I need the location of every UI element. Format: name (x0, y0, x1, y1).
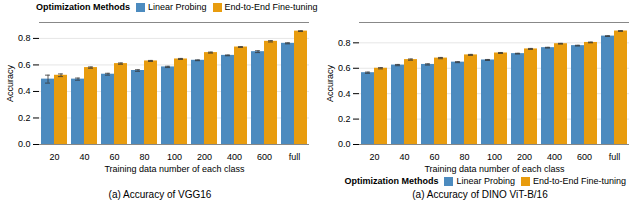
svg-text:60: 60 (109, 152, 119, 162)
svg-text:20: 20 (369, 152, 379, 162)
svg-text:0.8: 0.8 (338, 38, 351, 48)
svg-text:Training data number of each c: Training data number of each class (424, 164, 565, 174)
html-text:(a) Accuracy of DINO ViT-B/16: (a) Accuracy of DINO ViT-B/16 (412, 189, 548, 200)
html-text:(a) Accuracy of VGG16: (a) Accuracy of VGG16 (108, 189, 212, 200)
svg-text:Training data number of each c: Training data number of each class (104, 164, 245, 174)
svg-text:40: 40 (399, 152, 409, 162)
svg-text:200: 200 (517, 152, 532, 162)
svg-text:0.8: 0.8 (18, 33, 31, 43)
svg-text:200: 200 (197, 152, 212, 162)
html-text:Optimization Methods: Optimization Methods (36, 2, 130, 12)
html-text:End-to-End Fine-tuning: End-to-End Fine-tuning (532, 176, 626, 186)
svg-text:full: full (609, 152, 621, 162)
svg-text:full: full (289, 152, 301, 162)
svg-text:400: 400 (547, 152, 562, 162)
svg-text:Accuracy: Accuracy (5, 64, 15, 102)
svg-text:0.4: 0.4 (18, 86, 31, 96)
html-text:End-to-End Fine-tuning: End-to-End Fine-tuning (224, 2, 318, 12)
svg-text:600: 600 (577, 152, 592, 162)
svg-text:0.6: 0.6 (338, 63, 351, 73)
svg-text:0.2: 0.2 (338, 114, 351, 124)
svg-text:0.0: 0.0 (338, 139, 351, 149)
svg-text:20: 20 (49, 152, 59, 162)
svg-text:40: 40 (79, 152, 89, 162)
svg-text:0.0: 0.0 (18, 139, 31, 149)
html-text:Linear Probing: Linear Probing (456, 176, 515, 186)
html-text:Optimization Methods: Optimization Methods (344, 176, 439, 186)
svg-text:80: 80 (139, 152, 149, 162)
svg-text:0.6: 0.6 (18, 60, 31, 70)
svg-text:100: 100 (487, 152, 502, 162)
html-text:Linear Probing: Linear Probing (148, 2, 207, 12)
svg-text:100: 100 (167, 152, 182, 162)
svg-text:80: 80 (459, 152, 469, 162)
svg-text:60: 60 (429, 152, 439, 162)
svg-text:0.2: 0.2 (18, 113, 31, 123)
svg-text:0.4: 0.4 (338, 89, 351, 99)
svg-text:400: 400 (227, 152, 242, 162)
svg-text:Accuracy: Accuracy (325, 64, 335, 102)
svg-text:600: 600 (257, 152, 272, 162)
